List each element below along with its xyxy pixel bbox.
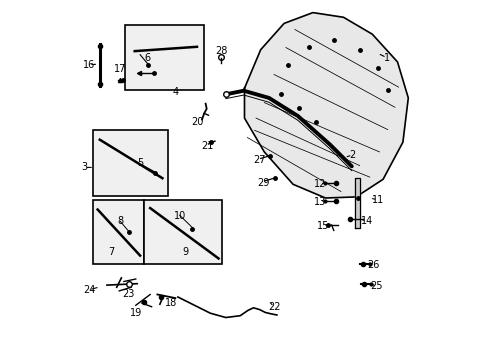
Text: 15: 15: [316, 221, 328, 231]
Text: 25: 25: [370, 281, 383, 291]
Bar: [125, 25, 204, 90]
Text: 18: 18: [164, 298, 177, 308]
Text: 3: 3: [81, 162, 87, 172]
Text: 9: 9: [182, 247, 188, 257]
Text: 10: 10: [173, 211, 185, 221]
Text: 16: 16: [82, 60, 95, 70]
Text: 8: 8: [117, 216, 123, 226]
Text: 24: 24: [82, 285, 95, 295]
Text: 26: 26: [366, 260, 379, 270]
Text: 22: 22: [267, 302, 280, 312]
Text: 4: 4: [173, 87, 179, 97]
Text: 23: 23: [122, 289, 135, 300]
Text: 29: 29: [257, 177, 269, 188]
Text: 27: 27: [253, 155, 265, 165]
Text: 1: 1: [383, 53, 389, 63]
Text: 28: 28: [214, 46, 227, 56]
Text: 17: 17: [114, 64, 126, 74]
Text: 19: 19: [130, 308, 142, 318]
Text: 2: 2: [348, 150, 355, 160]
Text: 6: 6: [144, 53, 150, 63]
Text: 11: 11: [371, 195, 383, 205]
Text: 12: 12: [313, 179, 325, 189]
Bar: [144, 200, 222, 264]
Bar: [92, 130, 168, 196]
Polygon shape: [355, 178, 360, 228]
Text: 5: 5: [137, 158, 143, 168]
Bar: [92, 200, 143, 264]
Text: 14: 14: [360, 216, 372, 226]
Text: 21: 21: [201, 141, 214, 151]
Text: 20: 20: [191, 117, 203, 127]
Text: 7: 7: [108, 247, 114, 257]
Text: 13: 13: [313, 197, 325, 207]
Polygon shape: [244, 13, 407, 198]
